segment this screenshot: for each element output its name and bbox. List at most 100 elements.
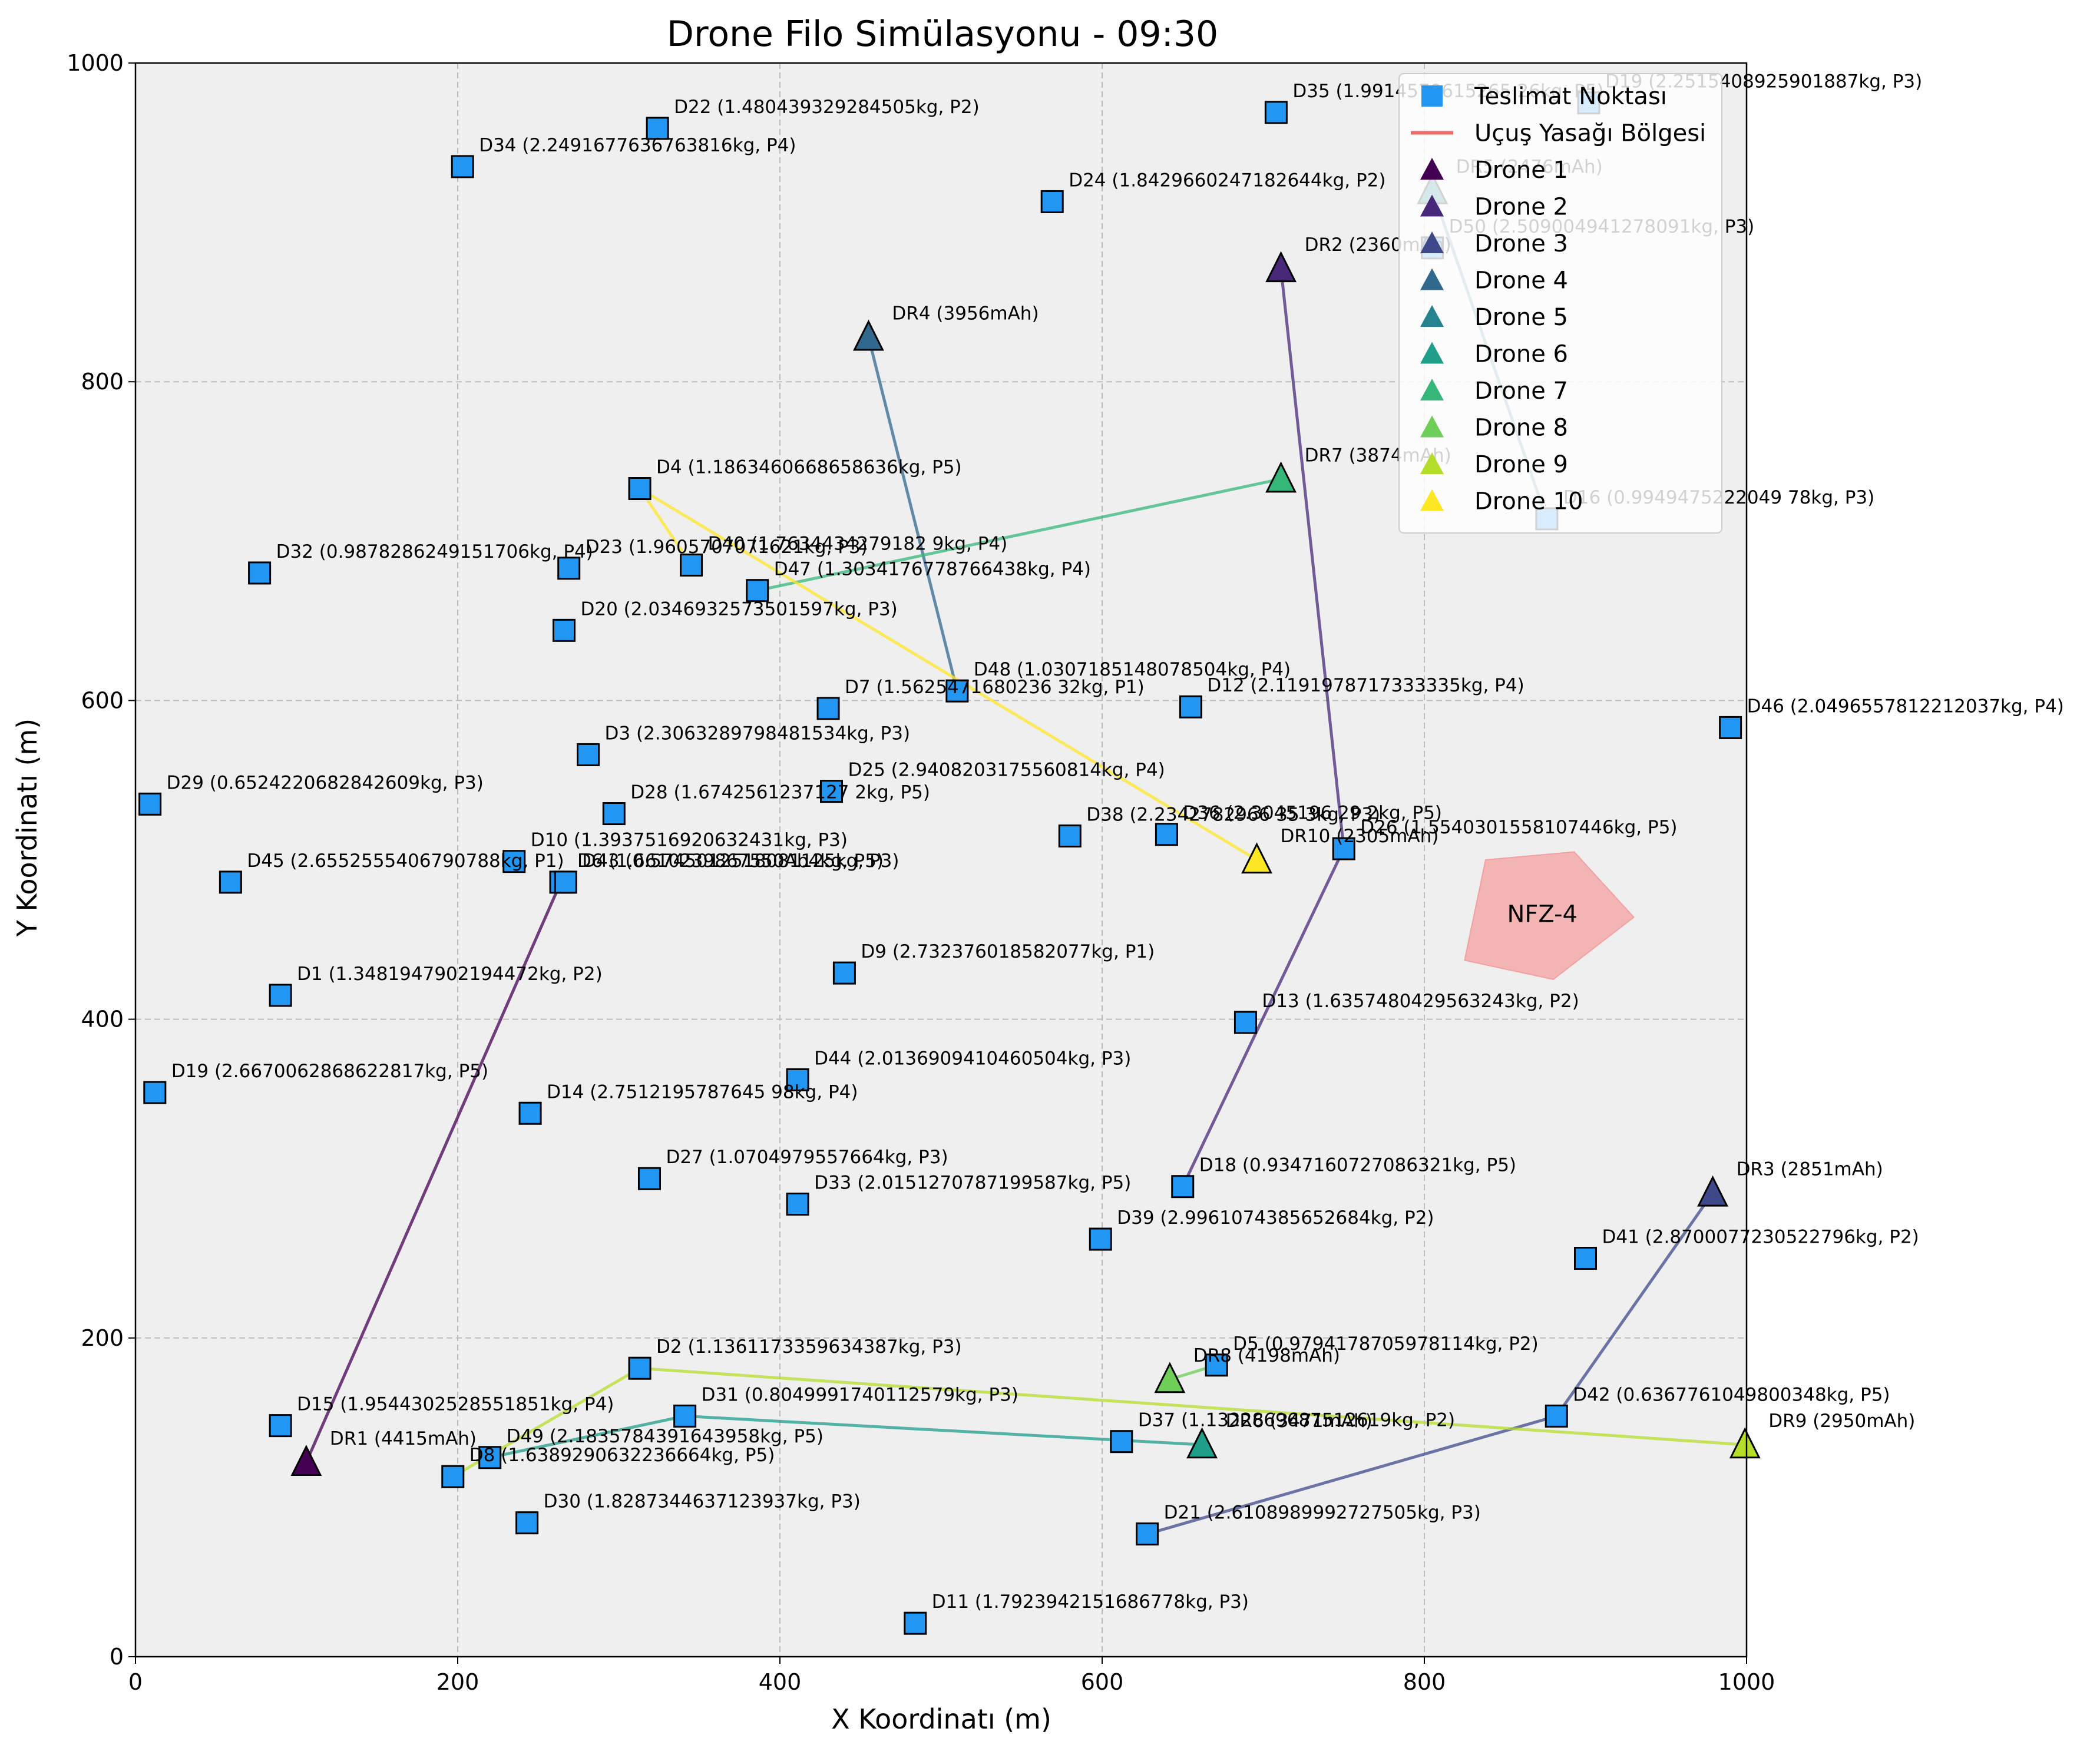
- legend-entry-label: Uçuş Yasağı Bölgesi: [1474, 120, 1706, 147]
- legend-triangle-icon: [1420, 415, 1444, 438]
- delivery-point: [518, 1101, 542, 1125]
- drone-marker: [852, 319, 884, 351]
- delivery-point: [1179, 695, 1202, 719]
- delivery-point: [1332, 837, 1355, 860]
- delivery-point: [553, 618, 576, 642]
- delivery-point: [1264, 101, 1288, 124]
- y-tick-label: 600: [81, 687, 124, 713]
- delivery-label: D20 (2.0346932573501597kg, P3): [581, 598, 898, 620]
- delivery-label: D25 (2.9408203175560814kg, P4): [848, 760, 1165, 781]
- drone-marker: [1265, 251, 1297, 283]
- delivery-point: [269, 984, 292, 1007]
- legend-triangle-icon: [1420, 268, 1444, 290]
- delivery-label: D5 (0.9794178705978114kg, P2): [1233, 1333, 1539, 1355]
- delivery-point: [820, 780, 844, 803]
- y-tick-label: 1000: [67, 50, 124, 76]
- delivery-point: [269, 1414, 292, 1438]
- delivery-label: D22 (1.480439329284505kg, P2): [674, 97, 980, 118]
- delivery-label: D33 (2.0151270787199587kg, P5): [814, 1172, 1131, 1193]
- plot-frame: [134, 62, 1748, 1658]
- legend-triangle-icon: [1420, 194, 1444, 217]
- legend-entry-label: Drone 2: [1474, 194, 1568, 221]
- delivery-label: D31 (0.8049991740112579kg, P3): [702, 1384, 1018, 1405]
- delivery-point: [680, 553, 703, 577]
- drone-marker: [1697, 1175, 1728, 1207]
- delivery-label: D24 (1.8429660247182644kg, P2): [1069, 170, 1385, 191]
- drone-label: DR9 (2950mAh): [1768, 1411, 1915, 1432]
- x-axis-title: X Koordinatı (m): [831, 1703, 1051, 1735]
- delivery-point: [945, 679, 969, 703]
- delivery-point: [832, 961, 856, 985]
- x-tick-label: 800: [1403, 1669, 1446, 1695]
- delivery-label: D40 (1.7634434279182 9kg, P4): [708, 533, 1008, 554]
- delivery-label: D1 (1.3481947902194472kg, P2): [297, 964, 603, 985]
- delivery-point: [1110, 1430, 1133, 1454]
- delivery-label: D49 (2.1835784391643958kg, P5): [507, 1426, 824, 1447]
- drone-label: DR8 (4198mAh): [1193, 1345, 1340, 1366]
- delivery-point: [637, 1167, 661, 1190]
- delivery-label: D9 (2.732376018582077kg, P1): [861, 941, 1155, 962]
- delivery-point: [746, 579, 769, 602]
- delivery-label: D19 (2.6670062868622817kg, P5): [171, 1061, 488, 1082]
- legend-entry-label: Drone 3: [1474, 230, 1568, 257]
- delivery-point: [816, 697, 840, 720]
- delivery-point: [646, 117, 669, 140]
- drone-marker: [290, 1445, 322, 1476]
- delivery-point: [786, 1068, 809, 1091]
- legend-triangle-icon: [1420, 231, 1444, 253]
- delivery-label: D34 (2.2491677636763816kg, P4): [479, 135, 796, 156]
- delivery-label: D2 (1.1361173359634387kg, P3): [656, 1336, 962, 1358]
- delivery-point: [554, 870, 577, 894]
- delivery-label: D14 (2.7512195787645 98kg, P4): [547, 1081, 858, 1103]
- delivery-label: D27 (1.0704979557664kg, P3): [666, 1147, 948, 1168]
- legend-triangle-icon: [1420, 305, 1444, 327]
- legend-box: [1398, 73, 1722, 534]
- drone-route: [305, 881, 563, 1463]
- delivery-point: [1040, 190, 1064, 213]
- delivery-label: D32 (0.9878286249151706kg, P4): [276, 541, 593, 562]
- y-tick-label: 200: [81, 1325, 124, 1351]
- y-tick-label: 400: [81, 1007, 124, 1032]
- legend-entry-label: Drone 6: [1474, 341, 1568, 368]
- delivery-point: [786, 1192, 809, 1216]
- legend-entry-label: Drone 9: [1474, 451, 1568, 478]
- legend-entry-label: Drone 10: [1474, 488, 1583, 515]
- legend-entry-label: Drone 4: [1474, 267, 1568, 294]
- delivery-point: [451, 155, 474, 178]
- drone-marker: [1729, 1427, 1761, 1459]
- delivery-label: D18 (0.9347160727086321kg, P5): [1199, 1155, 1516, 1176]
- legend-triangle-icon: [1420, 158, 1444, 180]
- delivery-label: D44 (2.0136909410460504kg, P3): [814, 1048, 1131, 1069]
- delivery-point: [1171, 1175, 1195, 1199]
- legend-entry-label: Drone 1: [1474, 157, 1568, 184]
- drone-label: DR4 (3956mAh): [892, 303, 1039, 324]
- delivery-label: D28 (1.6742561237127 2kg, P5): [630, 782, 930, 803]
- y-axis-title: Y Koordinatı (m): [11, 719, 43, 937]
- delivery-point: [1205, 1353, 1228, 1377]
- delivery-point: [515, 1511, 539, 1535]
- y-tick-label: 800: [81, 369, 124, 395]
- delivery-label: D21 (2.6108989992727505kg, P3): [1164, 1502, 1481, 1524]
- delivery-label: D47 (1.3034176778766438kg, P4): [774, 559, 1091, 580]
- legend-entry-label: Drone 8: [1474, 415, 1568, 442]
- delivery-label: D41 (2.8700077230522796kg, P2): [1602, 1227, 1919, 1248]
- delivery-label: D37 (1.1322869687512619kg, P2): [1138, 1410, 1455, 1431]
- drone-route: [757, 477, 1282, 592]
- x-tick-label: 400: [759, 1669, 802, 1695]
- delivery-label: D8 (1.6389290632236664kg, P5): [469, 1445, 775, 1466]
- delivery-point: [478, 1446, 502, 1469]
- delivery-label: D11 (1.7923942151686778kg, P3): [932, 1591, 1249, 1613]
- delivery-label: D29 (0.6524220682842609kg, P3): [167, 772, 484, 793]
- delivery-point: [577, 743, 600, 766]
- delivery-label: D42 (0.6367761049800348kg, P5): [1573, 1384, 1890, 1405]
- delivery-label: D7 (1.5625471680236 32kg, P1): [845, 677, 1145, 698]
- delivery-label: D46 (2.0496557812212037kg, P4): [1747, 696, 2064, 717]
- drone-marker: [1241, 842, 1272, 874]
- tick-layer: 0 200 400 600 800 1000 0 200 400 600 800 1000: [67, 50, 1775, 1695]
- delivery-point: [1155, 823, 1178, 846]
- delivery-label: D39 (2.9961074385652684kg, P2): [1117, 1207, 1434, 1229]
- delivery-point: [441, 1465, 465, 1488]
- delivery-point: [502, 850, 526, 873]
- delivery-label: D4 (1.1863460668658636kg, P5): [656, 457, 962, 478]
- delivery-point: [602, 802, 626, 826]
